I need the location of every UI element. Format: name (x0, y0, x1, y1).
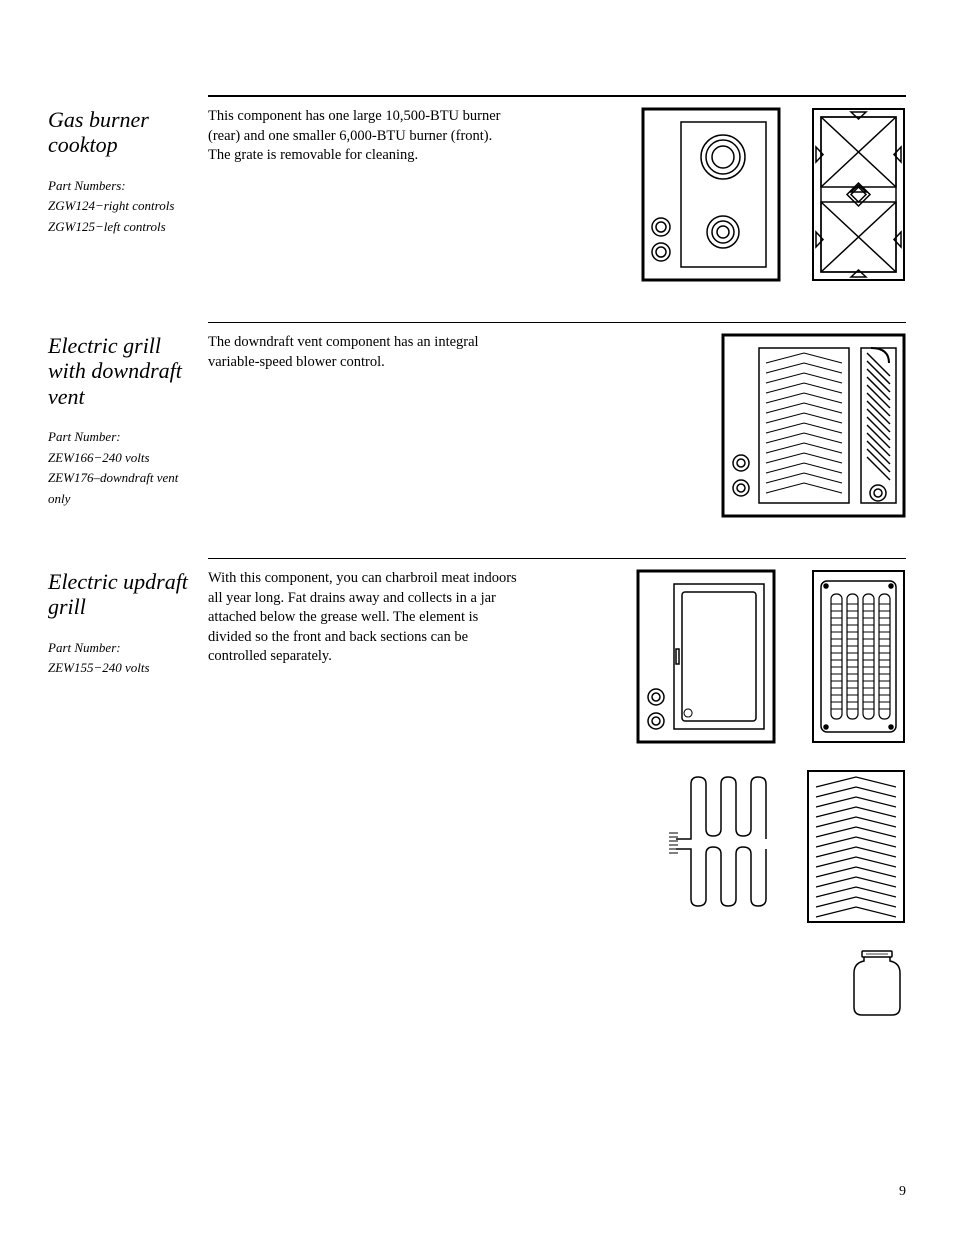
part-item: ZEW155−240 volts (48, 658, 193, 679)
part-item: ZGW124−right controls (48, 196, 193, 217)
section-updraft: Electric updraft grill Part Number: ZEW1… (48, 569, 906, 1019)
part-label: Part Number: (48, 638, 193, 659)
body-text: With this component, you can charbroil m… (208, 569, 518, 667)
section-rule (208, 322, 906, 323)
page-number: 9 (899, 1184, 906, 1200)
part-label: Part Numbers: (48, 176, 193, 197)
section-heading: Electric updraft grill (48, 569, 193, 620)
body-column: With this component, you can charbroil m… (208, 569, 538, 1019)
part-label: Part Number: (48, 427, 193, 448)
body-column: The downdraft vent component has an inte… (208, 333, 538, 518)
part-item: ZEW176–downdraft vent only (48, 468, 193, 510)
left-column: Electric grill with downdraft vent Part … (48, 333, 208, 518)
figure-column (538, 333, 906, 518)
chevron-panel-icon (806, 769, 906, 924)
body-column: This component has one large 10,500-BTU … (208, 107, 538, 282)
jar-icon (848, 949, 906, 1019)
grate-diagram-icon (811, 107, 906, 282)
body-text: This component has one large 10,500-BTU … (208, 107, 518, 166)
updraft-top-diagram-icon (636, 569, 776, 744)
part-item: ZGW125−left controls (48, 217, 193, 238)
top-rule (208, 95, 906, 97)
grill-grate-icon (811, 569, 906, 744)
body-text: The downdraft vent component has an inte… (208, 333, 518, 372)
section-rule (208, 558, 906, 559)
section-gas-burner: Gas burner cooktop Part Numbers: ZGW124−… (48, 107, 906, 282)
left-column: Gas burner cooktop Part Numbers: ZGW124−… (48, 107, 208, 282)
section-heading: Gas burner cooktop (48, 107, 193, 158)
part-item: ZEW166−240 volts (48, 448, 193, 469)
section-heading: Electric grill with downdraft vent (48, 333, 193, 409)
downdraft-diagram-icon (721, 333, 906, 518)
left-column: Electric updraft grill Part Number: ZEW1… (48, 569, 208, 1019)
section-downdraft: Electric grill with downdraft vent Part … (48, 333, 906, 518)
heating-element-icon (666, 769, 776, 909)
cooktop-diagram-icon (641, 107, 781, 282)
figure-column (538, 569, 906, 1019)
figure-column (538, 107, 906, 282)
